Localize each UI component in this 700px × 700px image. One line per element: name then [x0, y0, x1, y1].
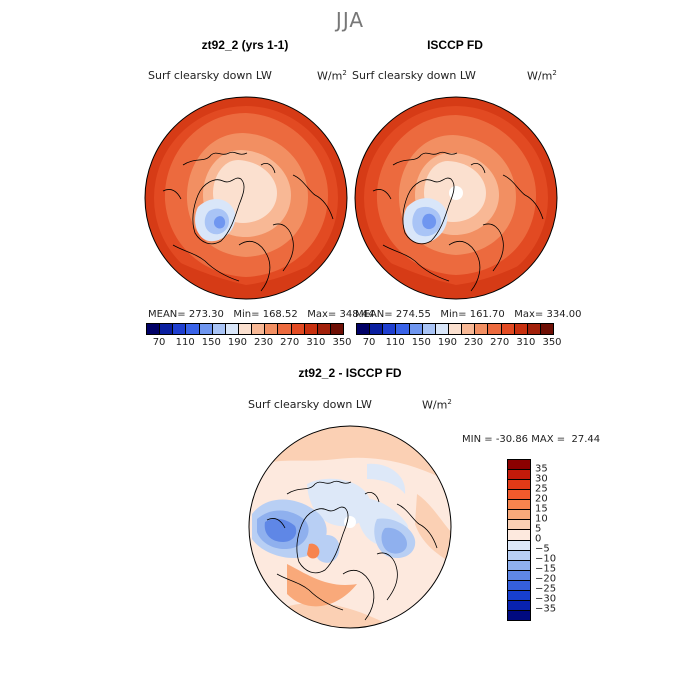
polar-map-obs — [354, 96, 558, 300]
colorbar-swatch — [508, 580, 530, 591]
colorbar-tick-label: 0 — [535, 533, 542, 545]
colorbar-tick-label: 110 — [175, 337, 195, 348]
colorbar-swatch — [409, 324, 423, 334]
colorbar-swatch — [330, 324, 344, 334]
colorbar-tick-label: 190 — [227, 337, 247, 348]
colorbar-swatch — [508, 520, 530, 531]
colorbar-tick-label: 350 — [542, 337, 562, 348]
season-title: JJA — [335, 8, 365, 32]
colorbar-tick-label: 270 — [490, 337, 510, 348]
units-label-obs: W/m2 — [527, 69, 557, 83]
colorbar-swatch — [508, 530, 530, 541]
colorbar-swatch — [475, 324, 489, 334]
colorbar-tick-label: 30 — [535, 473, 548, 485]
colorbar-tick-label: 230 — [464, 337, 484, 348]
colorbar-swatch — [291, 324, 305, 334]
colorbar-swatch — [304, 324, 318, 334]
polar-map-model — [144, 96, 348, 300]
colorbar-ticks-obs: 70 110 150 190 230 270 310 350 — [356, 337, 562, 349]
colorbar-swatch — [508, 550, 530, 561]
stats-model: MEAN= 273.30 Min= 168.52 Max= 348.44 — [148, 309, 375, 320]
colorbar-swatch — [370, 324, 384, 334]
colorbar-swatch — [173, 324, 187, 334]
colorbar-tick-label: −35 — [535, 603, 557, 615]
colorbar-swatch — [252, 324, 266, 334]
colorbar-tick-label: −10 — [535, 553, 557, 565]
colorbar-tick-label: 110 — [385, 337, 405, 348]
colorbar-swatch — [383, 324, 397, 334]
colorbar-swatch — [265, 324, 279, 334]
colorbar-swatch — [508, 470, 530, 481]
colorbar-swatch — [508, 560, 530, 571]
colorbar-tick-label: 310 — [306, 337, 326, 348]
variable-label-model: Surf clearsky down LW — [148, 69, 272, 82]
colorbar-swatch — [357, 324, 371, 334]
colorbar-swatch — [199, 324, 213, 334]
colorbar-ticks-diff: 35 30 25 20 15 10 5 0 −5 −10 −15 −20 −25 −30 −35 — [535, 459, 575, 619]
stats-diff: MIN = -30.86 MAX = 27.44 — [462, 434, 601, 445]
colorbar-swatch — [527, 324, 541, 334]
colorbar-swatch — [462, 324, 476, 334]
colorbar-tick-label: 150 — [201, 337, 221, 348]
colorbar-tick-label: 350 — [332, 337, 352, 348]
colorbar-swatch — [540, 324, 554, 334]
colorbar-swatch — [212, 324, 226, 334]
polar-map-diff — [248, 425, 452, 629]
variable-label-obs: Surf clearsky down LW — [352, 69, 476, 82]
colorbar-tick-label: 10 — [535, 513, 548, 525]
colorbar-swatch — [435, 324, 449, 334]
colorbar-swatch — [514, 324, 528, 334]
colorbar-tick-label: 5 — [535, 523, 542, 535]
colorbar-swatch — [160, 324, 174, 334]
colorbar-swatch — [508, 510, 530, 521]
colorbar-swatch — [508, 600, 530, 611]
colorbar-model — [146, 323, 344, 335]
units-label-model: W/m2 — [317, 69, 347, 83]
panel-title-diff: zt92_2 - ISCCP FD — [298, 366, 402, 380]
colorbar-tick-label: −15 — [535, 563, 557, 575]
colorbar-swatch — [396, 324, 410, 334]
colorbar-swatch — [508, 540, 530, 551]
colorbar-swatch — [238, 324, 253, 334]
colorbar-tick-label: 20 — [535, 493, 548, 505]
panel-title-model: zt92_2 (yrs 1-1) — [201, 38, 289, 52]
colorbar-swatch — [508, 590, 530, 601]
colorbar-tick-label: 270 — [280, 337, 300, 348]
colorbar-swatch — [508, 500, 530, 511]
colorbar-tick-label: 15 — [535, 503, 548, 515]
colorbar-tick-label: −20 — [535, 573, 557, 585]
colorbar-swatch — [508, 610, 530, 620]
colorbar-tick-label: 35 — [535, 463, 548, 475]
colorbar-swatch — [186, 324, 200, 334]
colorbar-swatch — [422, 324, 436, 334]
units-label-diff: W/m2 — [422, 398, 452, 412]
colorbar-tick-label: −25 — [535, 583, 557, 595]
colorbar-tick-label: 310 — [516, 337, 536, 348]
colorbar-swatch — [488, 324, 502, 334]
colorbar-tick-label: 70 — [152, 337, 166, 348]
colorbar-tick-label: −30 — [535, 593, 557, 605]
colorbar-tick-label: 190 — [437, 337, 457, 348]
colorbar-diff — [507, 459, 531, 621]
colorbar-swatch — [147, 324, 161, 334]
colorbar-ticks-model: 70 110 150 190 230 270 310 350 — [146, 337, 352, 349]
colorbar-tick-label: 230 — [254, 337, 274, 348]
colorbar-swatch — [508, 490, 530, 501]
colorbar-obs — [356, 323, 554, 335]
variable-label-diff: Surf clearsky down LW — [248, 398, 372, 411]
colorbar-swatch — [317, 324, 331, 334]
colorbar-tick-label: 25 — [535, 483, 548, 495]
colorbar-swatch — [508, 480, 530, 491]
colorbar-tick-label: −5 — [535, 543, 550, 555]
colorbar-swatch — [278, 324, 292, 334]
colorbar-swatch — [508, 460, 530, 471]
colorbar-tick-label: 150 — [411, 337, 431, 348]
colorbar-tick-label: 70 — [362, 337, 376, 348]
colorbar-swatch — [448, 324, 463, 334]
colorbar-swatch — [501, 324, 515, 334]
colorbar-swatch — [225, 324, 239, 334]
panel-title-obs: ISCCP FD — [427, 38, 483, 52]
colorbar-swatch — [508, 570, 530, 581]
stats-obs: MEAN= 274.55 Min= 161.70 Max= 334.00 — [355, 309, 582, 320]
